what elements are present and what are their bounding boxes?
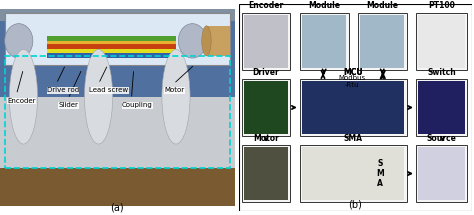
Text: (b): (b): [348, 200, 363, 210]
Text: Module: Module: [366, 2, 398, 11]
Ellipse shape: [9, 49, 37, 144]
Bar: [358, 12, 407, 70]
Ellipse shape: [162, 49, 190, 144]
Text: MCU: MCU: [343, 68, 363, 77]
Bar: [242, 79, 291, 136]
Bar: [416, 12, 467, 70]
Bar: [300, 79, 407, 136]
Bar: [416, 79, 467, 136]
Bar: [47, 49, 176, 58]
Bar: [47, 36, 176, 41]
Bar: [244, 15, 288, 68]
Text: S
M
A: S M A: [376, 159, 384, 189]
Bar: [302, 15, 346, 68]
Bar: [416, 145, 467, 203]
Text: Source: Source: [427, 134, 456, 143]
Text: Switch: Switch: [427, 68, 456, 77]
Bar: [47, 40, 176, 44]
Bar: [418, 15, 465, 68]
Bar: [244, 81, 288, 134]
Bar: [242, 145, 291, 203]
Text: MCU: MCU: [343, 68, 363, 77]
Text: Encoder: Encoder: [248, 2, 284, 11]
Ellipse shape: [178, 24, 207, 58]
Bar: [418, 81, 465, 134]
Bar: [244, 147, 288, 200]
Text: SMA: SMA: [344, 134, 363, 143]
Bar: [360, 15, 404, 68]
Bar: [302, 81, 404, 134]
Text: Driver: Driver: [253, 68, 280, 77]
Bar: [5, 13, 230, 64]
Text: Drive rod: Drive rod: [47, 87, 79, 93]
Text: Module: Module: [308, 2, 340, 11]
Ellipse shape: [84, 49, 113, 144]
Bar: [207, 26, 230, 56]
Bar: [0, 60, 235, 168]
Bar: [300, 145, 407, 203]
Text: Motor: Motor: [164, 87, 184, 93]
Ellipse shape: [202, 26, 211, 56]
Text: Coupling: Coupling: [122, 102, 153, 108]
Text: Motor: Motor: [253, 134, 279, 143]
Text: PT100: PT100: [428, 2, 455, 11]
Bar: [302, 147, 404, 200]
Bar: [47, 44, 176, 49]
Ellipse shape: [5, 24, 33, 58]
Bar: [5, 56, 230, 168]
Text: Modbus
-Rtu: Modbus -Rtu: [338, 75, 365, 88]
Bar: [0, 168, 235, 206]
Text: (a): (a): [110, 203, 124, 213]
Text: Lead screw: Lead screw: [89, 87, 128, 93]
Bar: [418, 147, 465, 200]
Bar: [242, 12, 291, 70]
Text: Slider: Slider: [59, 102, 79, 108]
Bar: [0, 22, 235, 97]
Bar: [47, 49, 176, 53]
Bar: [300, 12, 348, 70]
Text: Encoder: Encoder: [7, 98, 36, 104]
